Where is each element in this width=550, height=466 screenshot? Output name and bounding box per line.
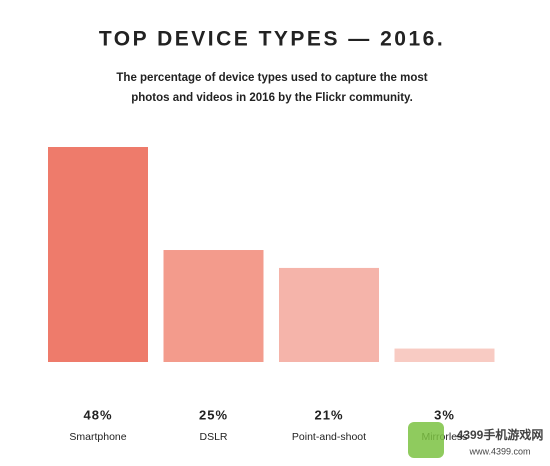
chart-title: TOP DEVICE TYPES — 2016. — [99, 28, 445, 51]
category-label: Smartphone — [69, 431, 126, 443]
watermark-name: 4399手机游戏网 — [457, 427, 544, 442]
chart-subtitle: The percentage of device types used to c… — [116, 72, 427, 84]
category-label: Point-and-shoot — [292, 431, 366, 443]
watermark-url: www.4399.com — [468, 446, 530, 456]
value-label: 48% — [83, 407, 112, 422]
watermark-logo — [408, 422, 444, 458]
value-label: 21% — [314, 407, 343, 422]
bar — [394, 348, 495, 362]
bar — [279, 267, 379, 362]
category-label: DSLR — [199, 431, 227, 443]
value-label: 3% — [434, 407, 455, 422]
value-label: 25% — [199, 407, 228, 422]
bar — [48, 147, 148, 362]
bar — [163, 250, 264, 362]
chart-subtitle: photos and videos in 2016 by the Flickr … — [131, 92, 413, 104]
watermark: 4399手机游戏网 www.4399.com — [408, 422, 543, 458]
